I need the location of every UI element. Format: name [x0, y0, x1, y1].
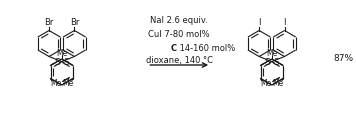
- Text: Me: Me: [260, 79, 271, 88]
- Text: CuI 7-80 mol%: CuI 7-80 mol%: [148, 30, 210, 38]
- Text: 14-160 mol%: 14-160 mol%: [177, 44, 235, 53]
- Text: I: I: [283, 18, 286, 27]
- Text: Me: Me: [266, 48, 277, 57]
- Text: Me: Me: [62, 79, 74, 88]
- Text: Me: Me: [50, 79, 61, 88]
- Text: Me: Me: [56, 48, 67, 57]
- Text: S: S: [265, 58, 271, 67]
- Text: C: C: [171, 44, 177, 53]
- Text: I: I: [258, 18, 260, 27]
- Text: dioxane, 140 °C: dioxane, 140 °C: [146, 56, 213, 64]
- Text: S: S: [54, 58, 61, 67]
- Text: Br: Br: [70, 18, 79, 27]
- Text: Br: Br: [44, 18, 54, 27]
- Text: Me: Me: [272, 79, 284, 88]
- Text: S: S: [63, 58, 69, 67]
- Text: S: S: [273, 58, 279, 67]
- Text: NaI 2.6 equiv.: NaI 2.6 equiv.: [150, 15, 208, 24]
- Text: 87%: 87%: [334, 54, 354, 63]
